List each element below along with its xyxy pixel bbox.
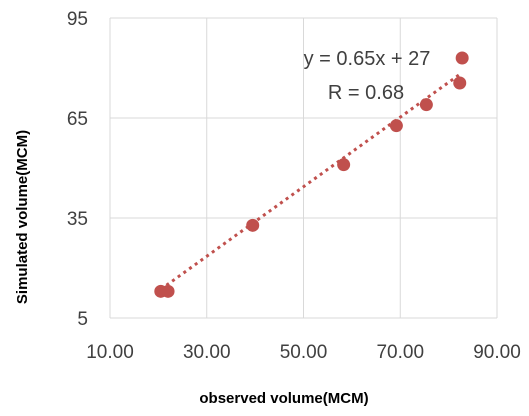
trendline (159, 72, 462, 291)
data-point (161, 284, 175, 298)
x-tick-label: 50.00 (280, 342, 328, 363)
trendline-group (159, 72, 462, 291)
gridlines (109, 17, 498, 319)
y-tick-label: 95 (67, 9, 88, 30)
x-tick-label: 90.00 (473, 342, 521, 363)
data-point (389, 119, 403, 133)
x-tick-label: 70.00 (376, 342, 424, 363)
data-point (455, 51, 469, 65)
data-point (419, 98, 433, 112)
y-tick-label: 35 (67, 209, 88, 230)
data-point (453, 76, 467, 90)
x-tick-labels: 10.00 30.00 50.00 70.00 90.00 (86, 342, 521, 363)
y-axis-title: Simulated volume(MCM) (14, 130, 31, 304)
y-tick-label: 65 (67, 109, 88, 130)
y-tick-label: 5 (77, 309, 88, 330)
r-value-label: R = 0.68 (328, 82, 404, 104)
trendline-equation: y = 0.65x + 27 (304, 48, 431, 70)
x-tick-label: 30.00 (183, 342, 231, 363)
data-point (337, 158, 351, 172)
x-tick-label: 10.00 (86, 342, 134, 363)
y-tick-labels: 5 35 65 95 (67, 9, 88, 330)
data-point (246, 218, 260, 232)
data-points (154, 51, 469, 298)
x-axis-title: observed volume(MCM) (199, 390, 368, 407)
